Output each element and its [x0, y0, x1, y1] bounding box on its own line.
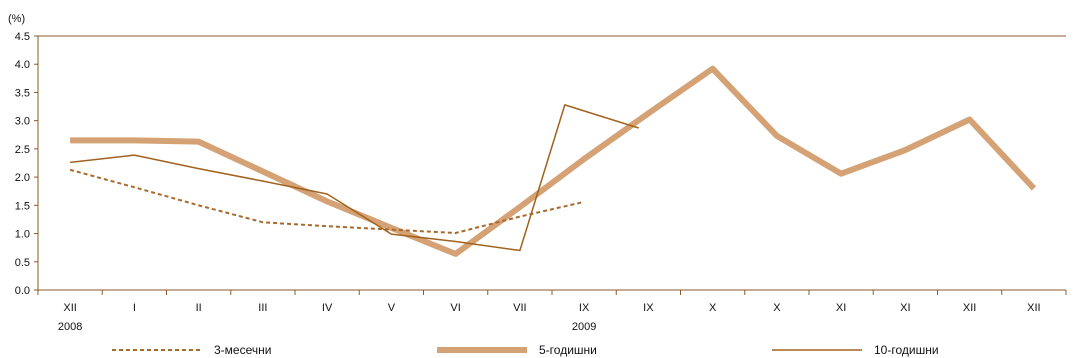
x-tick-label: III	[258, 302, 267, 314]
x-year-label: 2008	[58, 321, 82, 333]
legend-label: 3-месечни	[214, 343, 271, 357]
y-tick-label: 0.0	[15, 285, 30, 297]
x-tick-label: XII	[1027, 302, 1040, 314]
series-line-thin	[70, 104, 639, 252]
y-tick-label: 4.5	[15, 31, 30, 43]
series-line-dashed	[69, 168, 585, 234]
y-tick-label: 2.0	[15, 172, 30, 184]
x-tick-label: X	[773, 302, 781, 314]
x-tick-label: VI	[450, 302, 460, 314]
y-tick-label: 2.5	[15, 144, 30, 156]
x-tick-label: IX	[643, 302, 654, 314]
x-tick-label: XII	[63, 302, 76, 314]
x-tick-label: V	[388, 302, 396, 314]
x-tick-label: IV	[322, 302, 333, 314]
y-tick-label: 3.5	[15, 87, 30, 99]
x-tick-label: II	[196, 302, 202, 314]
y-axis-unit-label: (%)	[8, 13, 25, 25]
y-tick-label: 3.0	[15, 116, 30, 128]
y-tick-label: 4.0	[15, 59, 30, 71]
y-tick-label: 1.5	[15, 200, 30, 212]
x-tick-label: XI	[836, 302, 846, 314]
x-tick-label: I	[133, 302, 136, 314]
x-tick-label: X	[709, 302, 717, 314]
plot-area	[69, 65, 1037, 257]
legend-label: 10-годишни	[874, 343, 939, 357]
y-tick-label: 1.0	[15, 229, 30, 241]
x-tick-label: XI	[900, 302, 910, 314]
y-tick-label: 0.5	[15, 257, 30, 269]
series-line-thick	[70, 65, 1037, 257]
x-tick-label: XII	[963, 302, 976, 314]
x-tick-label: VII	[513, 302, 526, 314]
x-year-label: 2009	[572, 321, 596, 333]
x-tick-label: IX	[579, 302, 590, 314]
y-axis: 0.0 0.5 1.0 1.5 2.0 2.5 3.0 3.5 4.0 4.5	[15, 31, 1066, 297]
legend-label: 5-годишни	[539, 343, 597, 357]
legend: 3-месечни 5-годишни 10-годишни	[112, 343, 939, 357]
